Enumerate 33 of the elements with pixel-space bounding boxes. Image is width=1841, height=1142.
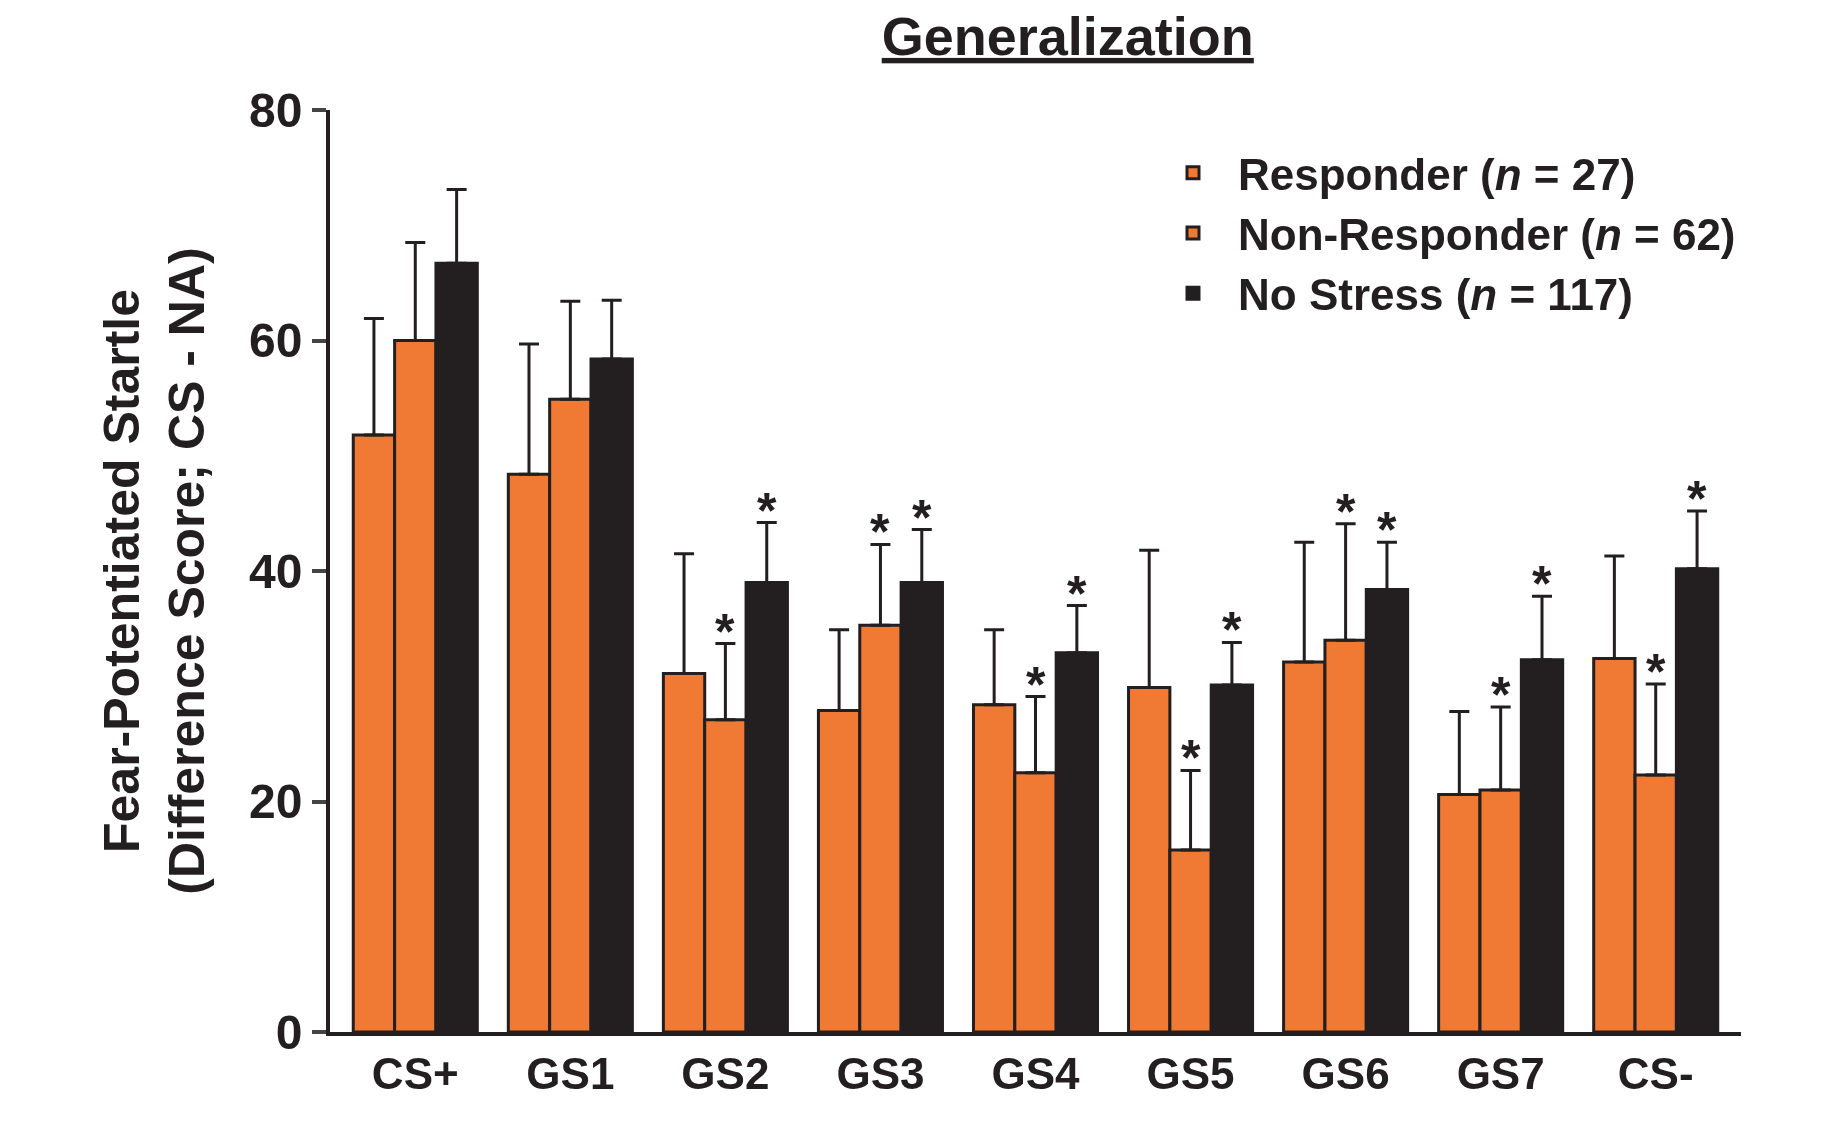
- data-label: *: [870, 504, 890, 560]
- data-label: *: [715, 604, 735, 660]
- data-label: *: [1491, 667, 1511, 723]
- legend-label: Non-Responder (n = 62): [1238, 210, 1736, 260]
- data-label: *: [1377, 502, 1397, 558]
- x-tick-label: GS7: [1456, 1048, 1545, 1098]
- x-tick-label: GS6: [1301, 1048, 1390, 1098]
- data-label: *: [1646, 644, 1666, 700]
- y-tick-label: 60: [249, 314, 303, 368]
- data-label: *: [757, 483, 777, 539]
- legend-label: No Stress (n = 117): [1238, 270, 1633, 320]
- y-tick-label: 20: [249, 775, 303, 829]
- data-label: *: [1067, 566, 1087, 622]
- x-tick-label: GS1: [526, 1048, 615, 1098]
- data-label: *: [1336, 484, 1356, 540]
- legend-label: Responder (n = 27): [1238, 149, 1636, 199]
- y-tick-label: 80: [249, 83, 303, 137]
- data-label: *: [1532, 556, 1552, 612]
- x-tick-label: GS2: [681, 1048, 770, 1098]
- y-tick-label: 0: [275, 1005, 303, 1059]
- y-axis-title: Fear-Potentiated Startle (Difference Score; CS - NA): [93, 247, 215, 895]
- data-label: *: [1181, 730, 1201, 786]
- chart-title: Generalization: [881, 5, 1254, 66]
- x-tick-label: GS5: [1146, 1048, 1235, 1098]
- data-label: *: [912, 490, 932, 546]
- data-label: *: [1687, 471, 1707, 527]
- data-label: *: [1222, 602, 1242, 658]
- x-tick-label: GS3: [836, 1048, 925, 1098]
- x-tick-label: CS-: [1617, 1048, 1694, 1098]
- y-tick-label: 40: [249, 544, 303, 598]
- x-tick-label: GS4: [991, 1048, 1081, 1098]
- data-label: *: [1026, 657, 1046, 713]
- x-tick-label: CS+: [371, 1048, 459, 1098]
